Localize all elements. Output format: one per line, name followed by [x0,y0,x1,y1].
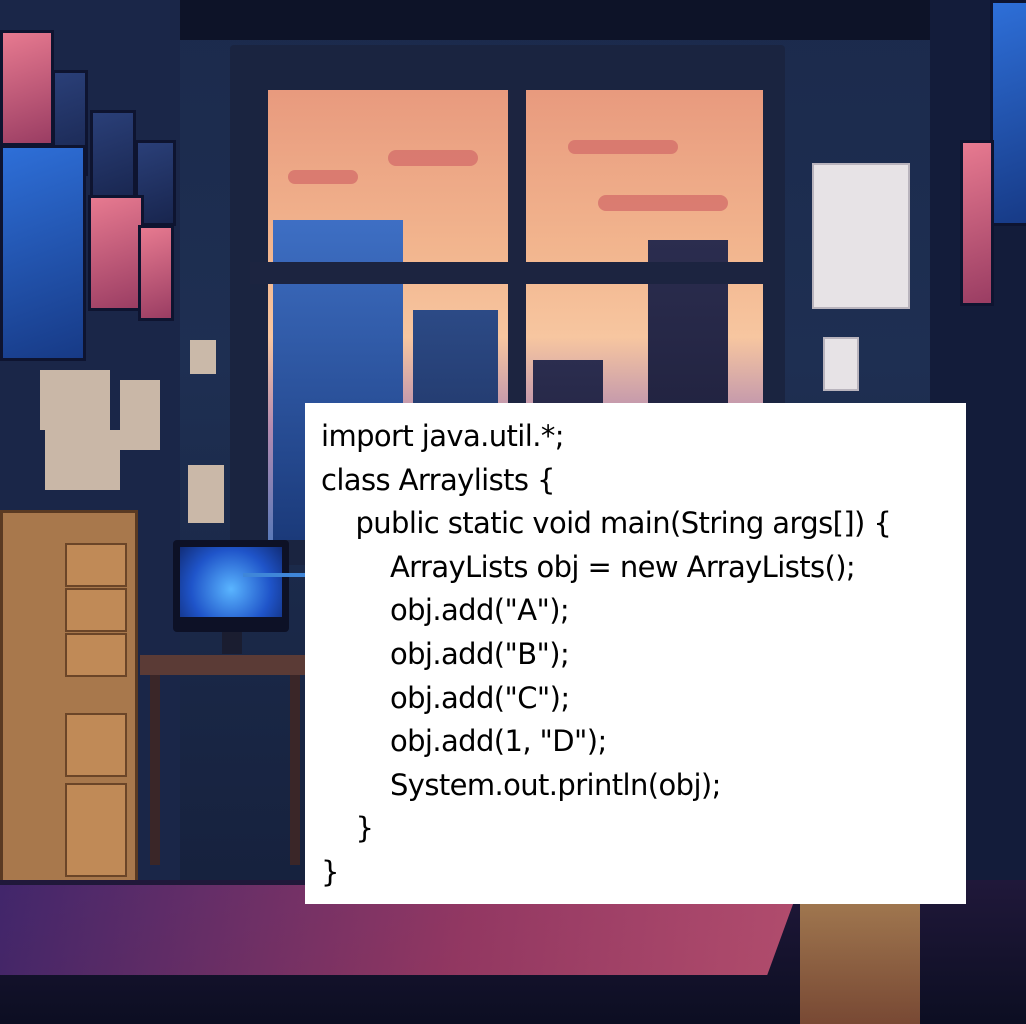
code-line: System.out.println(obj); [321,767,721,802]
drawer-cabinet [0,510,138,896]
paper-note [45,430,120,490]
desk-leg [150,675,160,865]
drawer [65,543,127,587]
wall-screen [990,0,1026,226]
code-panel: import java.util.*; class Arraylists { p… [305,403,966,904]
code-line: class Arraylists { [321,462,555,497]
cloud [388,150,478,166]
floor-light-glow [800,900,920,1024]
wall-screen [88,195,144,311]
wall-poster [823,337,859,391]
arrow-shaft [243,573,341,577]
wall-screen [960,140,994,306]
drawer [65,783,127,877]
monitor-screen [180,547,282,617]
code-line: public static void main(String args[]) { [321,506,892,541]
code-line: } [321,854,339,889]
paper-note [190,340,216,374]
wall-screen [138,225,174,321]
code-line: } [321,811,374,846]
code-line: import java.util.*; [321,419,565,453]
code-line: obj.add(1, "D"); [321,724,607,759]
desk [140,655,310,675]
wall-screen [0,30,54,146]
cloud [568,140,678,154]
cloud [288,170,358,184]
monitor-stand [222,632,242,654]
window-transom [250,262,770,284]
wall-poster [812,163,910,309]
wall-screen [0,145,86,361]
drawer [65,633,127,677]
paper-note [40,370,110,430]
drawer [65,713,127,777]
paper-note [120,380,160,450]
wall-screen [90,110,136,206]
drawer [65,588,127,632]
code-line: obj.add("A"); [321,593,570,628]
code-line: obj.add("B"); [321,636,570,671]
code-line: ArrayLists obj = new ArrayLists(); [321,549,856,584]
desk-leg [290,675,300,865]
paper-note [188,465,224,523]
cloud [598,195,728,211]
code-line: obj.add("C"); [321,680,570,715]
